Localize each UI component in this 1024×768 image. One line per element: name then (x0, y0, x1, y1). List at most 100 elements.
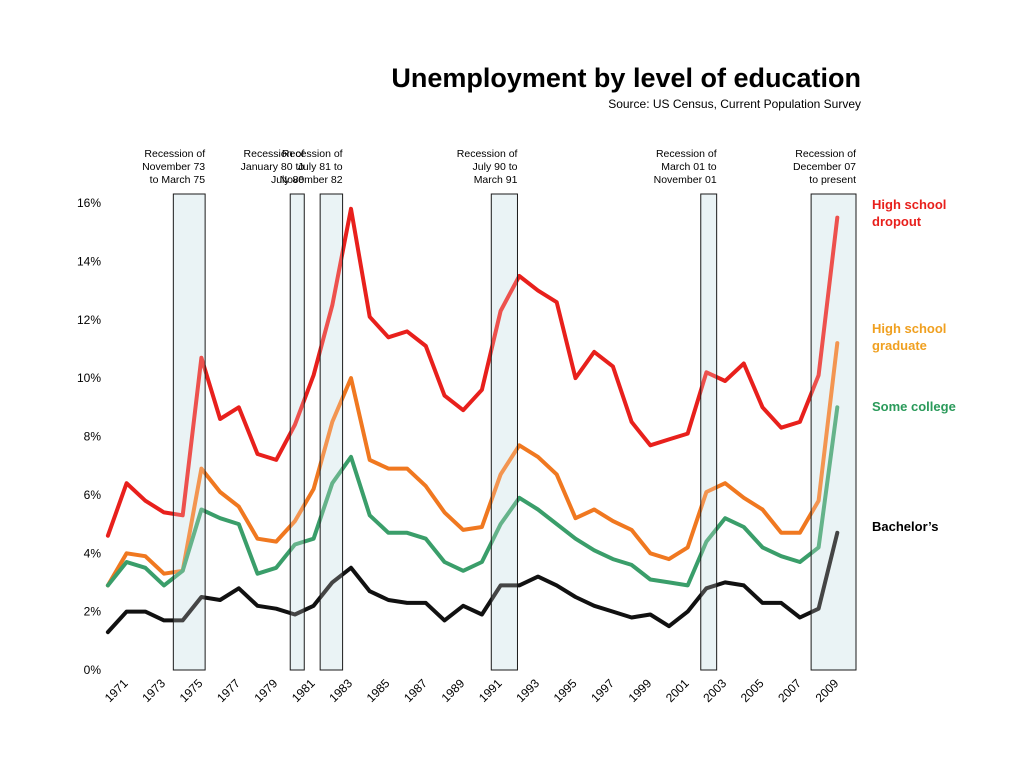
recession-label: Recession of July 90 to March 91 (457, 148, 518, 186)
data-point (237, 405, 241, 409)
data-point (592, 548, 596, 552)
chart-title-block: Unemployment by level of education Sourc… (391, 60, 861, 112)
series-label: Some college (872, 399, 956, 414)
data-point (592, 507, 596, 512)
data-point (629, 528, 634, 532)
data-point (499, 522, 503, 526)
x-tick-label: 1997 (588, 676, 617, 705)
data-point (424, 537, 428, 541)
data-point (143, 499, 147, 503)
data-point (779, 531, 783, 535)
series-line (105, 206, 840, 538)
data-point (424, 344, 428, 348)
data-point (686, 545, 690, 550)
recession-band-outline (700, 193, 718, 671)
recession-label-line: November 73 (142, 161, 205, 173)
data-point (536, 575, 540, 579)
data-point (405, 329, 409, 334)
data-point (405, 531, 409, 535)
x-tick-label: 1993 (513, 676, 542, 705)
data-point (573, 516, 578, 520)
data-point (629, 420, 634, 424)
data-point (667, 557, 671, 561)
x-tick-label: 2001 (663, 676, 692, 705)
y-tick-label: 14% (77, 254, 101, 268)
data-point (517, 274, 521, 278)
recession-label-line: July 90 to (473, 161, 518, 173)
series-label: High school graduate (872, 321, 946, 353)
data-point (611, 519, 615, 523)
data-point (237, 586, 241, 590)
data-point (760, 405, 765, 409)
data-point (667, 624, 671, 628)
recession-label-line: Recession of (244, 148, 305, 160)
data-point (330, 580, 334, 585)
data-point (555, 300, 559, 304)
data-point (835, 341, 839, 345)
data-point (424, 484, 428, 488)
recession-label-line: to March 75 (150, 174, 206, 186)
data-point (106, 583, 110, 587)
data-point (181, 513, 185, 517)
data-point (312, 604, 316, 608)
data-point (124, 610, 129, 614)
recession-label-line: December 07 (793, 161, 856, 173)
y-tick-label: 10% (77, 371, 101, 385)
data-point (349, 566, 353, 570)
x-tick-label: 1991 (476, 676, 505, 705)
data-point (199, 507, 203, 512)
recession-label-line: July 80 (271, 174, 304, 186)
series-legend: High school dropout High school graduate Som… (872, 197, 956, 534)
series-label-line: Bachelor’s (872, 519, 938, 534)
data-point (723, 379, 727, 383)
x-tick-label: 1971 (102, 676, 131, 705)
data-point (573, 376, 578, 380)
data-point (274, 566, 278, 570)
data-point (798, 615, 802, 620)
data-point (499, 583, 503, 587)
data-point (274, 607, 278, 611)
x-tick-label: 1999 (626, 676, 655, 705)
data-point (742, 583, 746, 587)
data-point (704, 370, 708, 374)
data-point (648, 612, 652, 617)
recession-band-outline (289, 193, 305, 671)
data-point (480, 612, 484, 617)
data-point (779, 554, 783, 558)
data-point (442, 510, 447, 514)
data-point (648, 577, 652, 582)
data-point (237, 522, 241, 526)
data-point (723, 580, 727, 585)
data-point (199, 467, 203, 471)
recession-label-line: July 81 to (298, 161, 343, 173)
series-label-line: High school (872, 321, 946, 336)
data-point (592, 604, 596, 608)
data-point (816, 499, 821, 503)
data-point (686, 583, 690, 587)
recession-label-line: Recession of (457, 148, 518, 160)
data-point (629, 563, 634, 567)
data-point (704, 539, 708, 544)
data-point (461, 528, 465, 532)
data-point (667, 437, 671, 442)
y-tick-label: 12% (77, 313, 101, 327)
data-point (181, 569, 185, 573)
data-point (218, 417, 222, 421)
data-point (723, 516, 727, 520)
data-point (611, 557, 615, 561)
data-point (499, 472, 503, 477)
data-point (218, 490, 222, 494)
data-point (480, 560, 484, 564)
series-line (105, 341, 840, 588)
data-point (162, 583, 166, 587)
data-point (835, 215, 839, 220)
recession-label-line: March 91 (474, 174, 518, 186)
data-point (330, 420, 334, 424)
x-tick-label: 1981 (289, 676, 318, 705)
recession-label: Recession of July 81 to November 82 (280, 148, 343, 186)
data-point (480, 525, 484, 529)
x-tick-label: 2005 (738, 676, 767, 705)
series-label-line: Some college (872, 399, 956, 414)
recession-band-outline (490, 193, 518, 671)
data-point (181, 618, 185, 622)
